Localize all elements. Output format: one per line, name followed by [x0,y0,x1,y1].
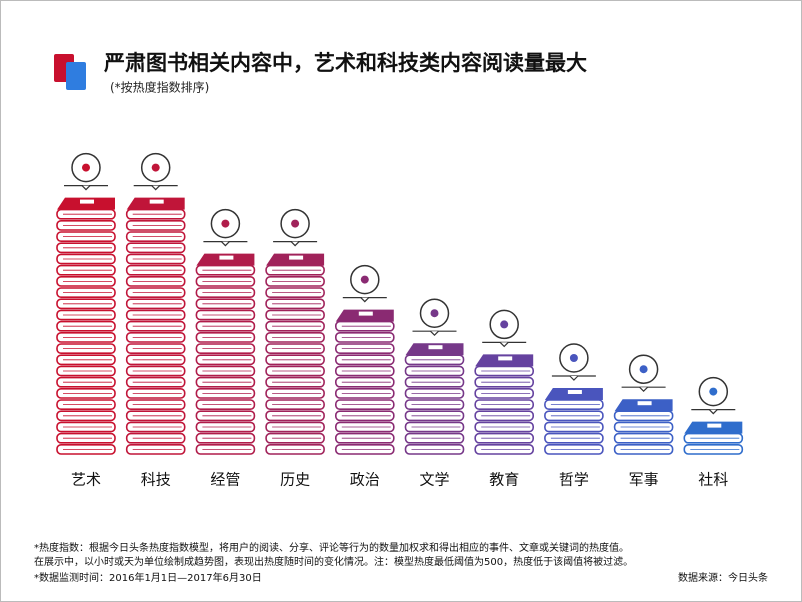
icon-dot [709,387,718,396]
icon-dot [500,320,509,329]
icon-dot [360,275,369,284]
category-label: 哲学 [559,471,589,489]
icon-arrow [499,341,509,348]
cover-label [289,255,304,260]
icon-dot [430,309,439,318]
cover-label [498,356,513,361]
icon-dot [639,365,648,374]
note: *热度指数：根据今日头条热度指数模型，将用户的阅读、分享、评论等行为的数量加权求… [34,541,629,554]
category-label: 军事 [629,471,659,489]
book-stack [474,354,535,455]
note: 在展示中，以小时或天为单位绘制成趋势图，表现出热度随时间的变化情况。注：模型热度… [34,555,633,568]
book-stack [56,197,116,455]
cover-label [567,390,582,394]
book-stack [404,343,465,455]
icon [628,354,659,384]
icon [698,376,729,407]
book-stack [195,253,256,455]
icon-dot [291,219,300,228]
icon-arrow [430,330,439,337]
icon-arrow [569,375,579,381]
icon-arrow [708,409,718,415]
icon-arrow [220,241,230,247]
cover-label [707,423,722,428]
icon [71,152,101,183]
book-stack [265,253,325,455]
icon [210,208,241,239]
note: *数据监测时间：2016年1月1日—2017年6月30日 [34,571,262,584]
category-label: 文学 [419,471,449,489]
category-label: 经管 [210,471,240,489]
icon-dot [151,163,160,172]
cover-label [358,311,373,316]
category-label: 社科 [698,471,728,489]
icon-arrow [151,185,161,191]
icon [280,208,310,239]
icon [489,309,519,340]
cover-label [80,199,94,204]
category-label: 历史 [280,471,310,489]
cover-label [219,255,234,260]
icon-arrow [639,386,649,393]
logo [54,54,86,90]
icon-arrow [290,241,300,247]
icon [350,264,380,295]
icon [559,343,589,373]
category-label: 政治 [350,471,380,489]
cover-label [149,199,164,204]
category-label: 艺术 [71,471,101,489]
chart-subtitle: (*按热度指数排序) [110,80,209,95]
book-stack [334,309,395,455]
book-stack [613,399,674,455]
icon [419,298,450,328]
icon [140,152,171,183]
category-label: 科技 [141,471,171,489]
cover-label [428,345,443,350]
icon-dot [569,354,578,362]
source: 数据来源：今日头条 [678,571,768,584]
chart-title: 严肃图书相关内容中，艺术和科技类内容阅读量最大 [104,51,587,75]
category-label: 教育 [489,471,519,489]
cover-label [637,401,652,406]
icon-dot [82,163,90,172]
icon-arrow [360,297,370,303]
book-stack [683,421,744,455]
icon-arrow [81,185,91,191]
book-stack [125,197,186,455]
icon-dot [221,219,230,228]
book-stack [544,388,604,455]
